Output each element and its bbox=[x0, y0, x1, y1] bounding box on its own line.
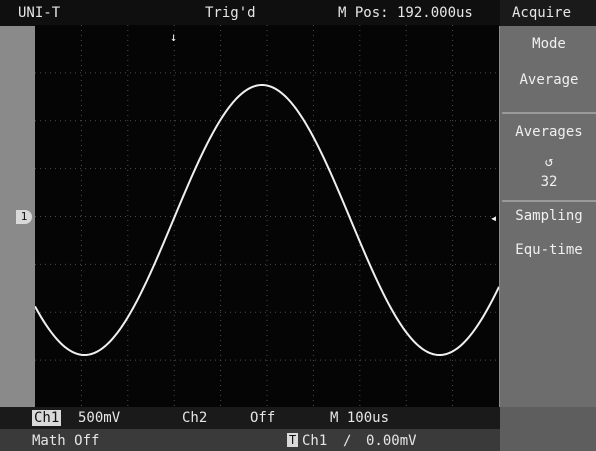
ch1-waveform bbox=[34, 84, 500, 356]
averages-option[interactable]: Averages ↺ 32 bbox=[502, 114, 596, 202]
trigger-slope-icon: ∕ bbox=[343, 433, 352, 449]
ch2-tag: Ch2 bbox=[182, 410, 208, 426]
acquire-menu: Acquire Mode Average Averages ↺ 32 Sampl… bbox=[500, 0, 596, 451]
math-status: Math Off bbox=[32, 433, 100, 449]
channel-status-bar: Ch1 500mV Ch2 Off M 100us Math Off T Ch1… bbox=[0, 407, 596, 451]
status-bar: UNI-T Trig'd M Pos: 192.000us bbox=[0, 0, 596, 26]
menu-title: Acquire bbox=[500, 0, 596, 26]
channel-1-marker: 1 bbox=[16, 210, 32, 224]
trigger-level-marker: ◂ bbox=[490, 211, 498, 225]
averages-label: Averages bbox=[515, 124, 583, 140]
channel-row bbox=[0, 407, 500, 429]
ch2-state: Off bbox=[250, 410, 276, 426]
averages-value: 32 bbox=[540, 174, 558, 190]
main-position-readout: M Pos: 192.000us bbox=[338, 5, 473, 21]
sampling-value: Equ-time bbox=[515, 242, 583, 258]
rotate-icon: ↺ bbox=[544, 154, 554, 170]
sampling-option[interactable]: Sampling Equ-time bbox=[502, 202, 596, 288]
trigger-level: 0.00mV bbox=[366, 433, 417, 449]
math-trigger-row bbox=[0, 429, 500, 451]
ch1-scale: 500mV bbox=[78, 410, 121, 426]
sampling-label: Sampling bbox=[515, 208, 583, 224]
brand-label: UNI-T bbox=[18, 5, 61, 21]
waveform-grid bbox=[34, 25, 500, 408]
trigger-position-marker: ↓ bbox=[170, 30, 178, 44]
mode-label: Mode bbox=[532, 36, 566, 52]
trigger-status: Trig'd bbox=[205, 5, 256, 21]
trigger-icon: T bbox=[287, 433, 299, 447]
trigger-source: Ch1 bbox=[302, 433, 328, 449]
mode-value: Average bbox=[519, 72, 579, 88]
mode-option[interactable]: Mode Average bbox=[502, 26, 596, 114]
waveform-display bbox=[34, 25, 500, 408]
timebase-readout: M 100us bbox=[330, 410, 390, 426]
ch1-tag: Ch1 bbox=[32, 410, 62, 426]
